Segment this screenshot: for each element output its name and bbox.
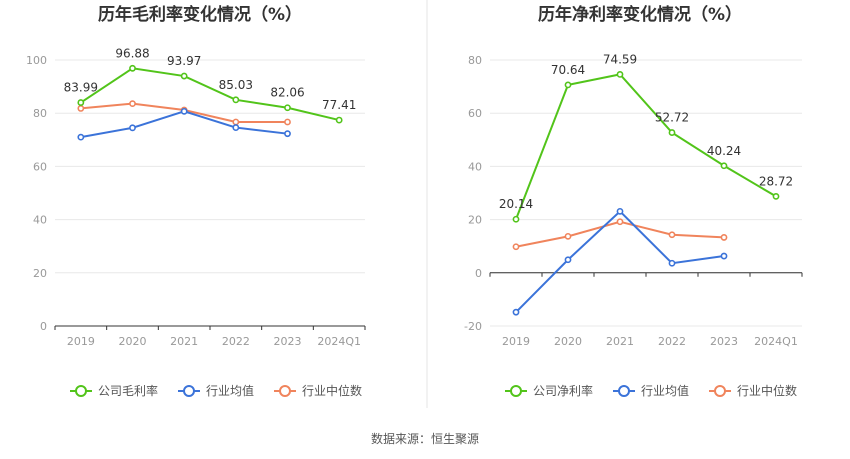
company-series-point[interactable] xyxy=(772,193,780,200)
industry-median-series-line xyxy=(515,220,725,248)
chart-title: 历年净利率变化情况（%） xyxy=(538,4,742,25)
industry-average-series-point[interactable] xyxy=(564,256,572,264)
y-tick-label: -20 xyxy=(464,320,482,333)
chart-title: 历年毛利率变化情况（%） xyxy=(98,4,302,25)
data-label: 96.88 xyxy=(115,46,149,60)
gross-margin-panel: 历年毛利率变化情况（%） 0 20 40 60 80 100 2019 2020 2021 2022… xyxy=(26,4,366,398)
legend-item-industry-median-series[interactable]: 行业中位数 xyxy=(709,383,797,398)
data-label: 83.99 xyxy=(64,81,98,95)
y-tick-label: 20 xyxy=(33,267,47,280)
company-series-point[interactable] xyxy=(616,70,624,78)
legend-marker xyxy=(510,385,522,397)
y-tick-label: 0 xyxy=(475,267,482,280)
legend-label: 公司净利率 xyxy=(533,383,593,398)
industry-average-series-point[interactable] xyxy=(180,107,188,115)
data-label: 85.03 xyxy=(219,78,253,92)
legend-marker xyxy=(618,385,630,397)
y-tick-label: 20 xyxy=(468,214,482,227)
y-tick-label: 80 xyxy=(468,54,482,67)
y-tick-label: 80 xyxy=(33,107,47,120)
data-label: 40.24 xyxy=(707,144,741,158)
legend-item-industry-average-series[interactable]: 行业均值 xyxy=(613,383,689,398)
legend-label: 行业均值 xyxy=(641,383,689,398)
data-label: 93.97 xyxy=(167,54,201,68)
x-tick-label: 2019 xyxy=(67,335,95,348)
company-series-point[interactable] xyxy=(335,116,343,124)
data-label: 28.72 xyxy=(759,174,793,188)
industry-median-series-point[interactable] xyxy=(232,118,240,126)
industry-average-series-point[interactable] xyxy=(284,130,291,138)
data-label: 82.06 xyxy=(270,86,304,100)
industry-average-series-point[interactable] xyxy=(232,124,240,131)
legend-marker xyxy=(279,385,291,397)
industry-median-series-point[interactable] xyxy=(668,231,676,239)
legend-item-industry-median-series[interactable]: 行业中位数 xyxy=(274,383,362,398)
industry-average-series-point[interactable] xyxy=(616,207,624,215)
y-tick-label: 0 xyxy=(40,320,47,333)
legend-label: 行业中位数 xyxy=(302,383,362,398)
industry-average-series-point[interactable] xyxy=(512,308,520,316)
industry-median-series-point[interactable] xyxy=(284,118,291,126)
legend-item-company-series[interactable]: 公司毛利率 xyxy=(70,383,158,398)
industry-median-series-point[interactable] xyxy=(564,232,572,240)
x-tick-label: 2021 xyxy=(606,335,634,348)
x-tick-label: 2020 xyxy=(119,335,147,348)
company-series-point[interactable] xyxy=(284,104,291,112)
company-series-point[interactable] xyxy=(512,215,520,223)
x-tick-label: 2020 xyxy=(554,335,582,348)
y-tick-label: 100 xyxy=(26,54,47,67)
company-series-point[interactable] xyxy=(129,64,136,72)
data-label: 74.59 xyxy=(603,52,637,66)
industry-median-series-point[interactable] xyxy=(512,243,520,251)
y-tick-label: 60 xyxy=(33,160,47,173)
net-margin-panel: 历年净利率变化情况（%） -20 0 20 40 60 80 2019 2020 2021 2022… xyxy=(464,4,803,398)
x-tick-label: 2023 xyxy=(274,335,302,348)
company-series-line xyxy=(80,67,340,122)
industry-average-series-point[interactable] xyxy=(129,124,136,132)
x-tick-label: 2024Q1 xyxy=(754,335,798,348)
industry-average-series-line xyxy=(515,209,725,313)
x-tick-label: 2022 xyxy=(658,335,686,348)
company-series-line xyxy=(515,73,777,220)
industry-median-series-point[interactable] xyxy=(129,100,136,108)
company-series-point[interactable] xyxy=(180,72,188,80)
industry-average-series-point[interactable] xyxy=(668,259,676,267)
data-label: 77.41 xyxy=(322,98,356,112)
y-tick-label: 60 xyxy=(468,107,482,120)
legend-marker xyxy=(183,385,195,397)
data-label: 70.64 xyxy=(551,63,585,77)
industry-average-series-line xyxy=(80,110,288,139)
legend-item-industry-average-series[interactable]: 行业均值 xyxy=(178,383,254,398)
company-series-point[interactable] xyxy=(564,81,572,89)
x-tick-label: 2022 xyxy=(222,335,250,348)
industry-median-series-point[interactable] xyxy=(720,234,728,241)
industry-median-series-point[interactable] xyxy=(77,105,85,112)
industry-average-series-point[interactable] xyxy=(77,133,85,141)
x-tick-label: 2019 xyxy=(502,335,530,348)
legend-marker xyxy=(75,385,87,397)
industry-median-series-point[interactable] xyxy=(616,218,624,226)
data-label: 20.14 xyxy=(499,197,533,211)
company-series-point[interactable] xyxy=(77,99,85,106)
source-note: 数据来源：恒生聚源 xyxy=(371,431,479,446)
x-tick-label: 2021 xyxy=(170,335,198,348)
data-label: 52.72 xyxy=(655,111,689,125)
industry-average-series-point[interactable] xyxy=(720,252,728,260)
x-tick-label: 2024Q1 xyxy=(317,335,361,348)
company-series-point[interactable] xyxy=(720,162,728,170)
legend-item-company-series[interactable]: 公司净利率 xyxy=(505,383,593,398)
y-tick-label: 40 xyxy=(468,160,482,173)
legend-label: 行业均值 xyxy=(206,383,254,398)
x-tick-label: 2023 xyxy=(710,335,738,348)
company-series-point[interactable] xyxy=(668,129,676,136)
legend-label: 公司毛利率 xyxy=(98,383,158,398)
legend-label: 行业中位数 xyxy=(737,383,797,398)
company-series-point[interactable] xyxy=(232,96,240,104)
y-tick-label: 40 xyxy=(33,214,47,227)
legend-marker xyxy=(714,385,726,397)
